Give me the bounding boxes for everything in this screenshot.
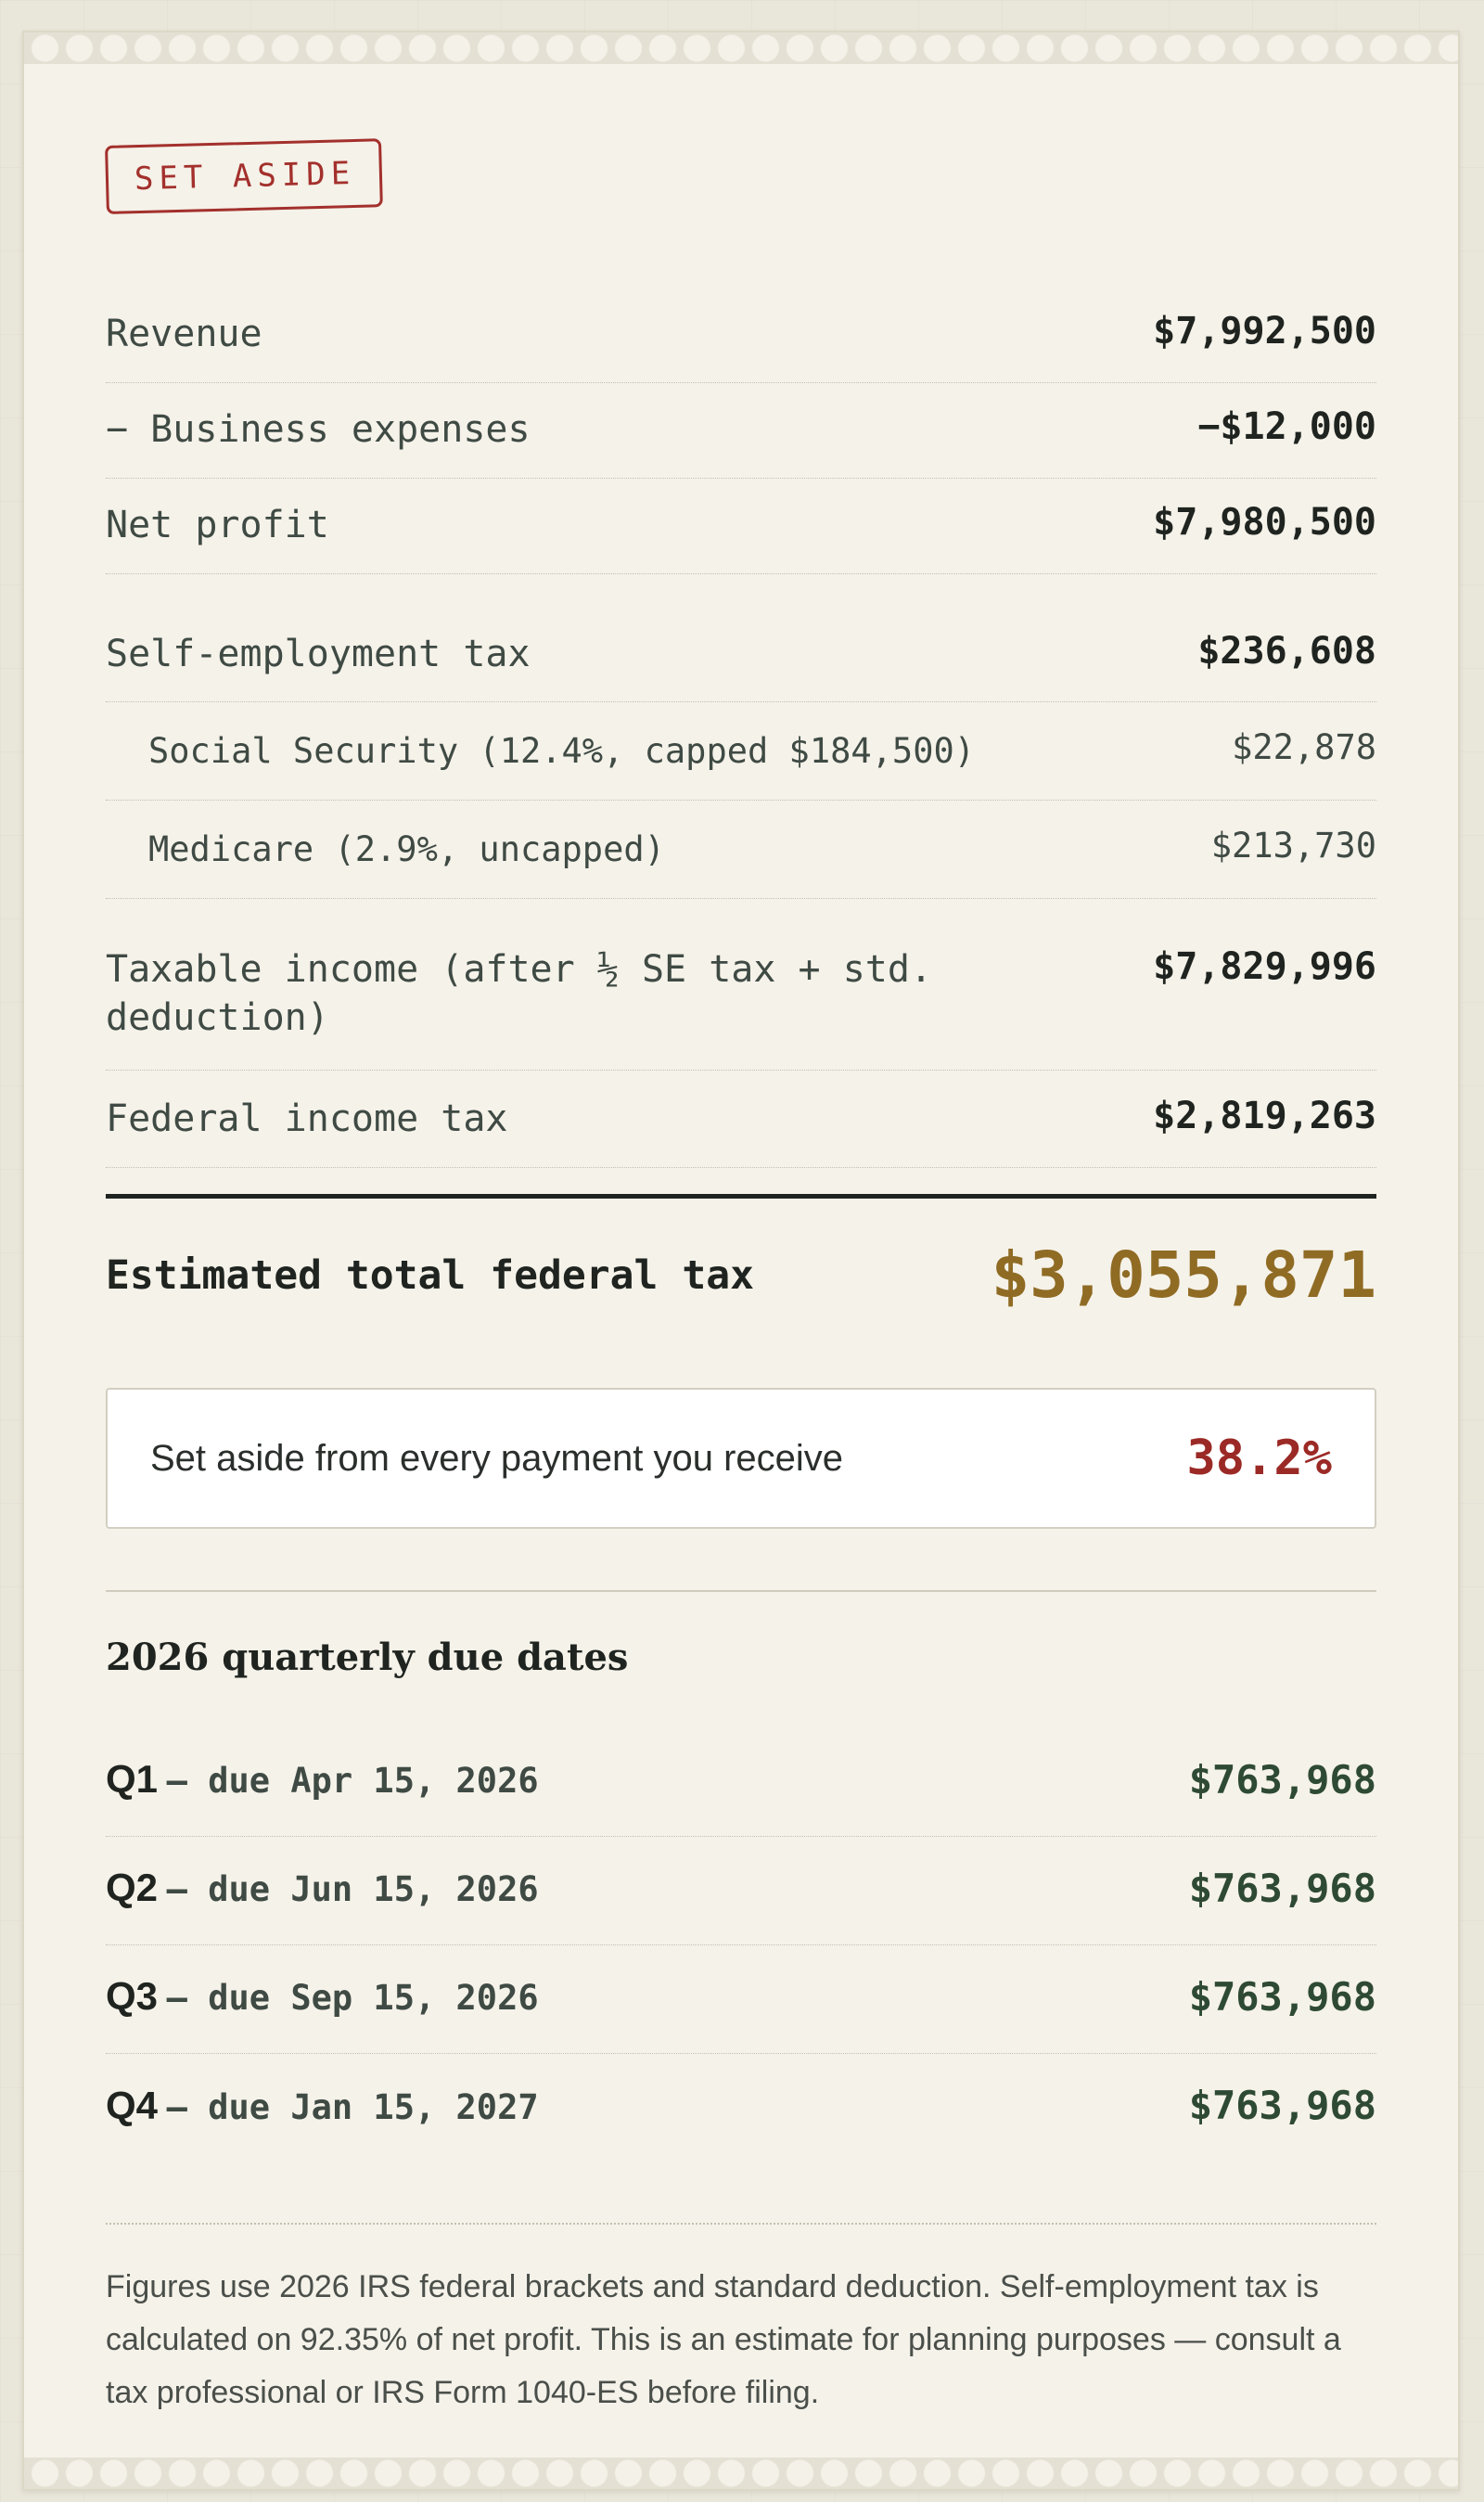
quarter-name: Q2 bbox=[106, 1866, 159, 1909]
row-label: Federal income tax bbox=[106, 1097, 508, 1140]
quarter-row: Q1 — due Apr 15, 2026 $763,968 bbox=[106, 1728, 1376, 1837]
footnote-divider bbox=[106, 2223, 1376, 2225]
quarter-row: Q3 — due Sep 15, 2026 $763,968 bbox=[106, 1945, 1376, 2054]
perforated-edge-top bbox=[24, 32, 1458, 64]
quarter-amount: $763,968 bbox=[1188, 2083, 1376, 2128]
set-aside-stamp: SET ASIDE bbox=[105, 138, 384, 214]
quarter-info: Q4 — due Jan 15, 2027 bbox=[106, 2084, 539, 2128]
quarter-amount: $763,968 bbox=[1188, 1973, 1376, 2020]
row-amount: $22,878 bbox=[1232, 727, 1376, 767]
self-employment-tax-row: Self-employment tax $236,608 bbox=[106, 574, 1376, 702]
total-amount: $3,055,871 bbox=[991, 1238, 1376, 1313]
quarter-name: Q4 bbox=[106, 2083, 159, 2127]
perforated-edge-bottom bbox=[24, 2457, 1458, 2489]
quarter-due-date: — due Jan 15, 2027 bbox=[166, 2086, 539, 2127]
row-label: Social Security (12.4%, capped $184,500) bbox=[148, 731, 976, 771]
total-divider bbox=[106, 1194, 1376, 1199]
quarter-due-date: — due Jun 15, 2026 bbox=[166, 1869, 539, 1909]
row-amount: $213,730 bbox=[1210, 826, 1376, 866]
quarter-info: Q2 — due Jun 15, 2026 bbox=[106, 1866, 539, 1910]
row-label: Medicare (2.9%, uncapped) bbox=[148, 829, 665, 869]
row-amount: $7,829,996 bbox=[1153, 945, 1376, 988]
net-profit-row: Net profit $7,980,500 bbox=[106, 479, 1376, 574]
section-divider bbox=[106, 1590, 1376, 1592]
quarter-info: Q3 — due Sep 15, 2026 bbox=[106, 1974, 539, 2019]
set-aside-box: Set aside from every payment you receive… bbox=[106, 1388, 1376, 1529]
row-label: Self-employment tax bbox=[106, 633, 531, 675]
row-label: Revenue bbox=[106, 313, 262, 355]
quarter-amount: $763,968 bbox=[1188, 1865, 1376, 1911]
business-expenses-row: − Business expenses −$12,000 bbox=[106, 383, 1376, 479]
quarter-row: Q2 — due Jun 15, 2026 $763,968 bbox=[106, 1837, 1376, 1945]
quarter-info: Q1 — due Apr 15, 2026 bbox=[106, 1757, 539, 1802]
row-amount: $7,992,500 bbox=[1153, 310, 1376, 353]
social-security-row: Social Security (12.4%, capped $184,500)… bbox=[106, 702, 1376, 801]
quarter-amount: $763,968 bbox=[1188, 1756, 1376, 1803]
quarter-due-date: — due Sep 15, 2026 bbox=[166, 1978, 539, 2018]
medicare-row: Medicare (2.9%, uncapped) $213,730 bbox=[106, 801, 1376, 899]
set-aside-label: Set aside from every payment you receive bbox=[150, 1437, 844, 1479]
total-row: Estimated total federal tax $3,055,871 bbox=[106, 1238, 1376, 1313]
quarterly-list: Q1 — due Apr 15, 2026 $763,968 Q2 — due … bbox=[106, 1728, 1376, 2162]
set-aside-percent: 38.2% bbox=[1186, 1431, 1332, 1486]
row-amount: $7,980,500 bbox=[1153, 501, 1376, 544]
tax-breakdown: Revenue $7,992,500 − Business expenses −… bbox=[106, 288, 1376, 1168]
total-label: Estimated total federal tax bbox=[106, 1252, 754, 1299]
row-label: Taxable income (after ½ SE tax + std. de… bbox=[106, 948, 933, 1039]
quarter-name: Q3 bbox=[106, 1974, 159, 2018]
disclaimer-footnote: Figures use 2026 IRS federal brackets an… bbox=[106, 2269, 1341, 2410]
federal-income-tax-row: Federal income tax $2,819,263 bbox=[106, 1071, 1376, 1168]
quarterly-title: 2026 quarterly due dates bbox=[106, 1636, 629, 1679]
quarter-name: Q1 bbox=[106, 1757, 159, 1801]
revenue-row: Revenue $7,992,500 bbox=[106, 288, 1376, 383]
row-amount: −$12,000 bbox=[1197, 405, 1376, 448]
quarter-due-date: — due Apr 15, 2026 bbox=[166, 1761, 539, 1801]
row-label: Net profit bbox=[106, 504, 329, 546]
row-label: − Business expenses bbox=[106, 408, 531, 451]
taxable-income-row: Taxable income (after ½ SE tax + std. de… bbox=[106, 899, 1376, 1071]
tax-receipt-card: SET ASIDE Revenue $7,992,500 − Business … bbox=[22, 31, 1460, 2491]
quarter-row: Q4 — due Jan 15, 2027 $763,968 bbox=[106, 2054, 1376, 2162]
row-amount: $236,608 bbox=[1197, 630, 1376, 673]
row-amount: $2,819,263 bbox=[1153, 1095, 1376, 1137]
